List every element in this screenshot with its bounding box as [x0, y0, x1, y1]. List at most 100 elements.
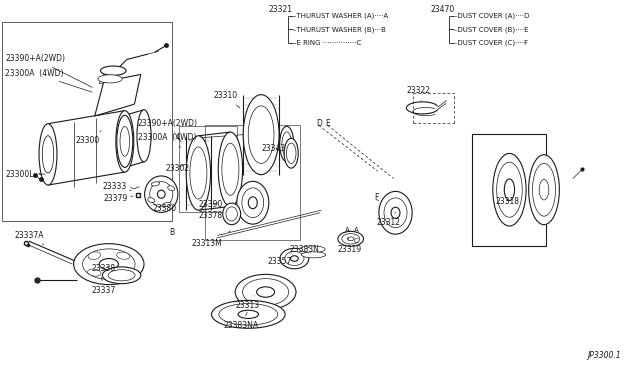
- Text: –DUST COVER (B)····E: –DUST COVER (B)····E: [454, 26, 529, 33]
- Ellipse shape: [116, 252, 130, 259]
- Text: 23343: 23343: [261, 144, 285, 153]
- Ellipse shape: [74, 244, 144, 285]
- Ellipse shape: [102, 267, 141, 284]
- Ellipse shape: [120, 126, 130, 156]
- Text: 23313: 23313: [236, 295, 260, 310]
- Ellipse shape: [532, 163, 556, 216]
- Ellipse shape: [137, 110, 151, 162]
- Text: –DUST COVER (A)····D: –DUST COVER (A)····D: [454, 12, 530, 19]
- Ellipse shape: [379, 192, 412, 234]
- Bar: [205, 125, 300, 240]
- Text: –THURUST WASHER (B)···B: –THURUST WASHER (B)···B: [293, 26, 386, 33]
- Ellipse shape: [117, 115, 133, 167]
- Ellipse shape: [218, 132, 243, 206]
- Ellipse shape: [168, 186, 175, 191]
- Ellipse shape: [342, 234, 360, 244]
- Text: 23383N: 23383N: [289, 245, 319, 254]
- Ellipse shape: [99, 259, 118, 270]
- Text: 23321: 23321: [269, 5, 293, 14]
- Ellipse shape: [497, 162, 522, 217]
- Text: A: A: [354, 227, 359, 233]
- Text: 23318: 23318: [496, 194, 520, 206]
- Ellipse shape: [150, 182, 173, 207]
- Text: 23337A: 23337A: [14, 231, 44, 245]
- Text: 23390: 23390: [198, 200, 223, 209]
- Ellipse shape: [248, 197, 257, 209]
- Ellipse shape: [504, 179, 515, 201]
- Ellipse shape: [285, 251, 304, 266]
- Text: 23338: 23338: [92, 264, 116, 273]
- Ellipse shape: [39, 124, 57, 185]
- Text: F: F: [374, 193, 378, 202]
- Text: 23319: 23319: [338, 238, 362, 254]
- Text: 23300L: 23300L: [5, 170, 45, 179]
- Bar: [2, 22, 172, 221]
- Text: 23300A  (4WD): 23300A (4WD): [5, 69, 92, 92]
- Text: 23300A  (4WD): 23300A (4WD): [138, 133, 196, 147]
- Text: JP3300.1: JP3300.1: [587, 351, 621, 360]
- Text: 23300: 23300: [76, 131, 101, 145]
- Text: 23322: 23322: [406, 86, 430, 100]
- Ellipse shape: [222, 143, 239, 195]
- Ellipse shape: [223, 203, 241, 225]
- Ellipse shape: [301, 252, 326, 258]
- Ellipse shape: [190, 147, 207, 199]
- Text: 23378: 23378: [198, 211, 223, 219]
- Text: –THURUST WASHER (A)····A: –THURUST WASHER (A)····A: [293, 12, 388, 19]
- Text: 23390+A(2WD): 23390+A(2WD): [138, 119, 198, 142]
- Ellipse shape: [157, 190, 165, 198]
- Ellipse shape: [211, 301, 285, 328]
- Ellipse shape: [238, 310, 259, 318]
- Text: 23337: 23337: [92, 277, 116, 295]
- Ellipse shape: [83, 249, 135, 279]
- Text: 23310: 23310: [213, 92, 240, 108]
- Bar: [472, 134, 546, 246]
- Ellipse shape: [100, 66, 126, 75]
- Text: 23312: 23312: [376, 212, 401, 227]
- Ellipse shape: [108, 270, 135, 281]
- Ellipse shape: [226, 207, 237, 221]
- Ellipse shape: [300, 246, 325, 253]
- Ellipse shape: [291, 256, 298, 262]
- Ellipse shape: [186, 136, 211, 210]
- Ellipse shape: [243, 279, 289, 305]
- Ellipse shape: [88, 252, 100, 260]
- Ellipse shape: [540, 180, 548, 200]
- Ellipse shape: [235, 275, 296, 310]
- Text: 23380: 23380: [152, 204, 177, 213]
- Text: –E RING ···············C: –E RING ···············C: [293, 40, 362, 46]
- Ellipse shape: [116, 111, 134, 172]
- Ellipse shape: [280, 248, 309, 269]
- Ellipse shape: [43, 136, 53, 173]
- Ellipse shape: [529, 155, 559, 225]
- Ellipse shape: [148, 198, 155, 203]
- Text: B: B: [169, 228, 174, 237]
- Ellipse shape: [117, 269, 129, 276]
- Ellipse shape: [243, 94, 279, 175]
- Text: 23333: 23333: [102, 182, 131, 191]
- Ellipse shape: [493, 154, 526, 226]
- Ellipse shape: [151, 182, 160, 186]
- Ellipse shape: [163, 202, 172, 206]
- Text: 23313M: 23313M: [192, 234, 223, 248]
- Ellipse shape: [391, 207, 400, 218]
- Ellipse shape: [348, 237, 354, 241]
- Ellipse shape: [284, 138, 298, 168]
- Ellipse shape: [88, 269, 101, 276]
- Text: D: D: [316, 119, 322, 128]
- Text: A: A: [345, 227, 350, 233]
- Ellipse shape: [282, 132, 292, 156]
- Ellipse shape: [248, 106, 274, 163]
- Text: 23357: 23357: [268, 254, 292, 266]
- Text: 23383NA: 23383NA: [224, 312, 259, 330]
- Text: E: E: [325, 119, 330, 128]
- Ellipse shape: [287, 143, 296, 164]
- Ellipse shape: [384, 198, 407, 228]
- Text: 23390+A(2WD): 23390+A(2WD): [5, 54, 92, 87]
- Ellipse shape: [242, 188, 264, 218]
- Text: –DUST COVER (C)····F: –DUST COVER (C)····F: [454, 40, 529, 46]
- Ellipse shape: [237, 182, 269, 224]
- Text: C: C: [353, 238, 358, 244]
- Ellipse shape: [280, 126, 294, 161]
- Ellipse shape: [98, 75, 122, 83]
